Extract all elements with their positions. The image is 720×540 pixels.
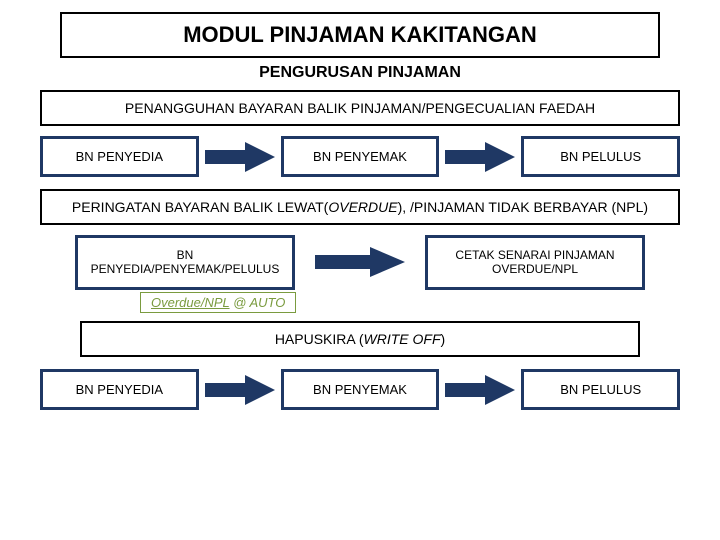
node-cetak: CETAK SENARAI PINJAMAN OVERDUE/NPL [425,235,645,290]
node-penyemak-3: BN PENYEMAK [281,369,440,410]
node-pelulus-1: BN PELULUS [521,136,680,177]
section3-header-italic: WRITE OFF [364,331,441,347]
node-combined: BN PENYEDIA/PENYEMAK/PELULUS [75,235,295,290]
arrow-icon [205,142,275,172]
section3-header: HAPUSKIRA (WRITE OFF) [80,321,640,357]
section2-header-mid: ), /PINJAMAN TIDAK BERBAYAR (NPL) [398,199,649,215]
auto-label-wrap: Overdue/NPL @ AUTO [140,292,700,314]
arrow-icon [205,375,275,405]
section3-flow: BN PENYEDIA BN PENYEMAK BN PELULUS [40,369,680,410]
auto-label-pre: Overdue/NPL [151,295,230,310]
node-pelulus-3: BN PELULUS [521,369,680,410]
section2-header: PERINGATAN BAYARAN BALIK LEWAT(OVERDUE),… [40,189,680,225]
module-title: MODUL PINJAMAN KAKITANGAN [183,22,537,47]
section2-flow: BN PENYEDIA/PENYEMAK/PELULUS CETAK SENAR… [50,235,670,290]
auto-label: Overdue/NPL @ AUTO [140,292,296,314]
section1-flow: BN PENYEDIA BN PENYEMAK BN PELULUS [40,136,680,177]
section1-header: PENANGGUHAN BAYARAN BALIK PINJAMAN/PENGE… [40,90,680,126]
subtitle: PENGURUSAN PINJAMAN [20,64,700,82]
section2-header-italic: OVERDUE [328,199,397,215]
node-penyedia-1: BN PENYEDIA [40,136,199,177]
section3-header-pre: HAPUSKIRA ( [275,331,364,347]
arrow-icon [445,142,515,172]
section3-header-post: ) [441,331,446,347]
arrow-icon [315,247,405,277]
node-penyedia-3: BN PENYEDIA [40,369,199,410]
node-penyemak-1: BN PENYEMAK [281,136,440,177]
section2-header-pre: PERINGATAN BAYARAN BALIK LEWAT( [72,199,328,215]
module-title-box: MODUL PINJAMAN KAKITANGAN [60,12,660,58]
auto-label-post: @ AUTO [230,295,286,310]
arrow-icon [445,375,515,405]
